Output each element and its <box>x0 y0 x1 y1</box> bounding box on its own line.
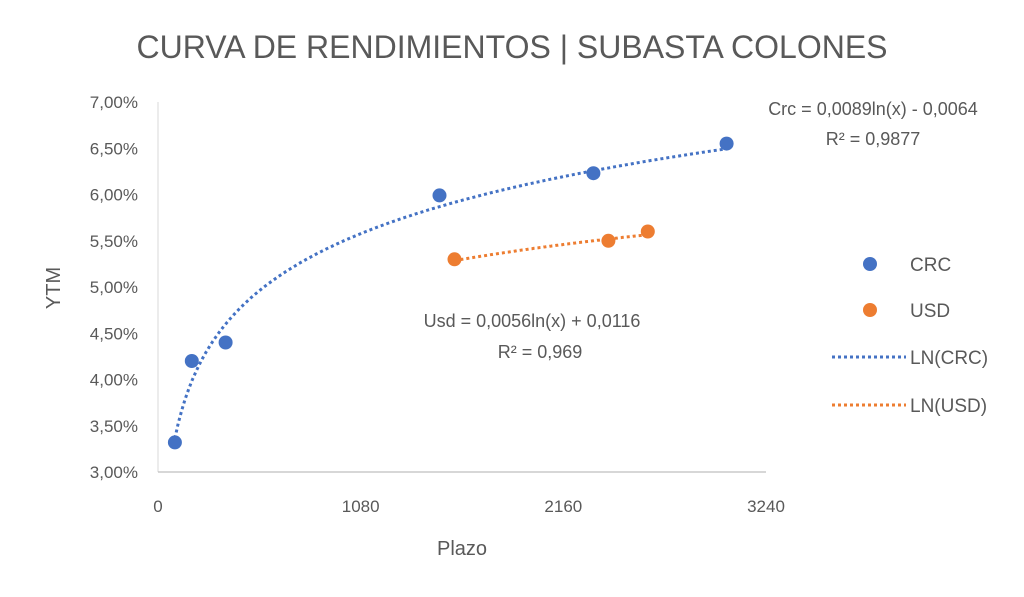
legend-marker-usd <box>863 303 877 317</box>
x-axis-label: Plazo <box>437 538 487 560</box>
point-crc <box>432 188 447 203</box>
point-usd <box>601 233 616 248</box>
point-crc <box>719 136 734 151</box>
y-tick-label: 5,00% <box>90 278 138 297</box>
data-points <box>167 136 734 450</box>
trendlines <box>173 147 727 439</box>
y-tick-label: 4,00% <box>90 371 138 390</box>
crc-r2: R² = 0,9877 <box>826 129 921 149</box>
x-tick-label: 2160 <box>544 497 582 516</box>
x-tick-labels: 0 1080 2160 3240 <box>153 497 785 516</box>
legend: CRC USD LN(CRC) LN(USD) <box>832 255 988 417</box>
y-tick-label: 5,50% <box>90 232 138 251</box>
usd-trend-equation: Usd = 0,0056ln(x) + 0,0116 R² = 0,969 <box>424 311 641 362</box>
usd-r2: R² = 0,969 <box>498 342 583 362</box>
y-axis-label: YTM <box>43 267 65 309</box>
y-tick-label: 6,50% <box>90 139 138 158</box>
y-tick-label: 4,50% <box>90 324 138 343</box>
legend-label-ln-usd: LN(USD) <box>910 396 987 417</box>
usd-equation: Usd = 0,0056ln(x) + 0,0116 <box>424 311 641 331</box>
legend-marker-crc <box>863 257 877 271</box>
chart-title: CURVA DE RENDIMIENTOS | SUBASTA COLONES <box>137 29 888 65</box>
legend-label-ln-crc: LN(CRC) <box>910 348 988 369</box>
y-tick-label: 3,50% <box>90 417 138 436</box>
point-usd <box>447 252 462 267</box>
legend-label-crc: CRC <box>910 255 951 276</box>
x-tick-label: 0 <box>153 497 162 516</box>
point-crc <box>586 166 601 181</box>
x-tick-label: 3240 <box>747 497 785 516</box>
trendline-usd <box>454 233 648 263</box>
crc-equation: Crc = 0,0089ln(x) - 0,0064 <box>768 99 978 119</box>
x-tick-label: 1080 <box>342 497 380 516</box>
legend-label-usd: USD <box>910 301 950 322</box>
trendline-crc <box>173 147 727 439</box>
y-tick-label: 6,00% <box>90 186 138 205</box>
crc-trend-equation: Crc = 0,0089ln(x) - 0,0064 R² = 0,9877 <box>768 99 978 149</box>
point-crc <box>167 435 182 450</box>
y-tick-label: 7,00% <box>90 93 138 112</box>
y-tick-label: 3,00% <box>90 463 138 482</box>
point-crc <box>218 335 233 350</box>
point-crc <box>184 354 199 368</box>
point-usd <box>640 224 655 239</box>
y-tick-labels: 3,00% 3,50% 4,00% 4,50% 5,00% 5,50% 6,00% 6,50%… <box>90 93 138 482</box>
